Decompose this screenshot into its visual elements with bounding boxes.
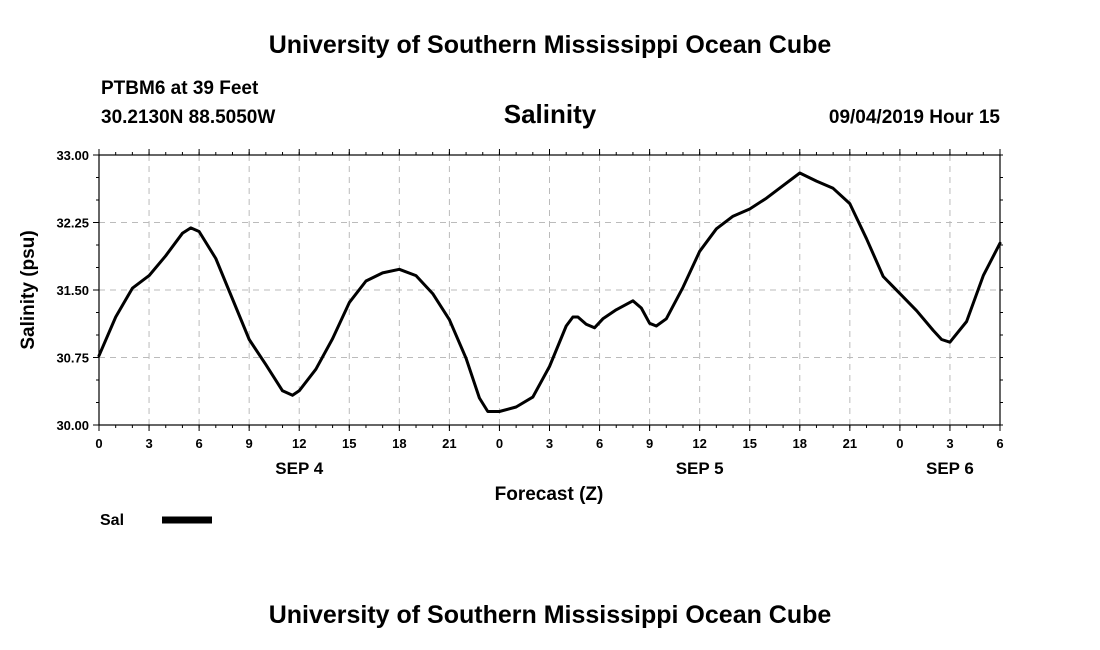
y-axis-label: Salinity (psu): [18, 230, 39, 349]
x-tick-label: 9: [246, 436, 253, 451]
x-tick-label: 12: [692, 436, 706, 451]
datetime-label: 09/04/2019 Hour 15: [828, 107, 1000, 128]
x-tick-label: 21: [843, 436, 857, 451]
x-tick-label: 0: [95, 436, 102, 451]
x-tick-label: 0: [496, 436, 503, 451]
x-tick-label: 18: [793, 436, 807, 451]
y-tick-label: 30.00: [56, 418, 89, 433]
x-tick-label: 0: [896, 436, 903, 451]
x-tick-label: 21: [442, 436, 456, 451]
date-label: SEP 4: [275, 459, 323, 478]
x-tick-label: 3: [946, 436, 953, 451]
x-tick-label: 6: [195, 436, 202, 451]
footer-title: University of Southern Mississippi Ocean…: [268, 601, 832, 629]
axis-ticks: [93, 149, 1003, 431]
y-tick-label: 31.50: [56, 283, 89, 298]
coordinates-label: 30.2130N 88.5050W: [101, 107, 276, 128]
y-tick-label: 32.25: [56, 216, 89, 231]
x-tick-label: 15: [342, 436, 356, 451]
x-tick-label: 18: [392, 436, 406, 451]
x-tick-label: 15: [742, 436, 756, 451]
x-tick-label: 3: [145, 436, 152, 451]
series-line-sal: [97, 171, 1002, 413]
x-tick-label: 6: [996, 436, 1003, 451]
x-tick-label: 9: [646, 436, 653, 451]
y-tick-label: 30.75: [56, 351, 89, 366]
x-tick-label: 12: [292, 436, 306, 451]
grid-lines: [99, 155, 1000, 425]
date-label: SEP 5: [676, 459, 724, 478]
legend-label-sal: Sal: [100, 512, 124, 529]
station-label: PTBM6 at 39 Feet: [101, 78, 259, 99]
y-tick-label: 33.00: [56, 148, 89, 163]
x-tick-label: 6: [596, 436, 603, 451]
page-title: University of Southern Mississippi Ocean…: [268, 31, 832, 59]
axis-tick-labels: 30.00 30.75 31.50 32.25 33.00 0 3 6 9 12 15 18 21 0 3 6…: [56, 148, 1003, 478]
date-label: SEP 6: [926, 459, 974, 478]
x-tick-label: 3: [546, 436, 553, 451]
x-axis-label: Forecast (Z): [495, 484, 604, 505]
chart-title: Salinity: [503, 99, 597, 129]
